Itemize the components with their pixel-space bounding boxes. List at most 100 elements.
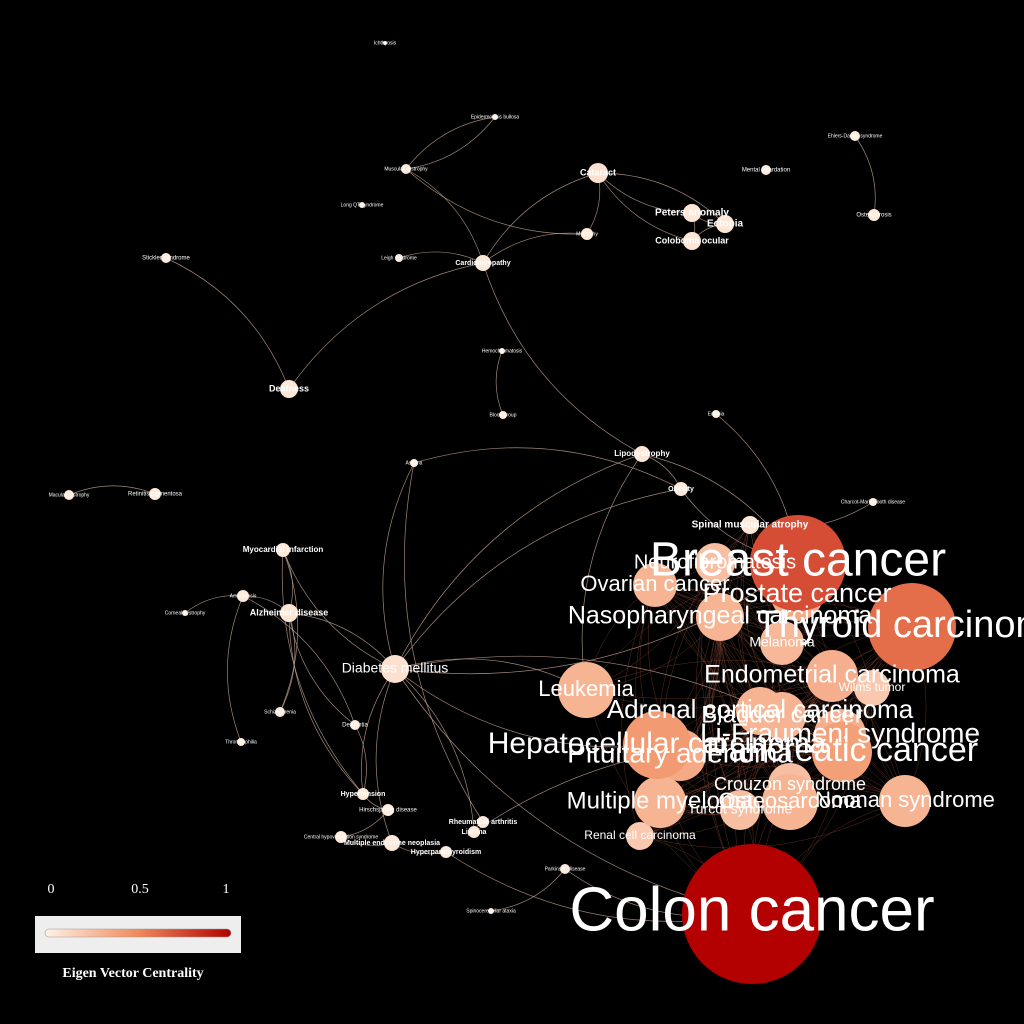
node-label-multiple-myeloma: Multiple myeloma	[567, 787, 754, 814]
node-ectopia[interactable]	[716, 215, 734, 233]
node-label-thyroid: Thyroid carcinoma	[756, 604, 1024, 646]
node-stickler[interactable]	[161, 253, 171, 263]
node-label-turcot: Turcot syndrome	[688, 801, 793, 817]
edge-asthma-obesity	[413, 447, 682, 490]
node-label-coloboma: Coloboma ocular	[655, 235, 729, 245]
edge-alzheimer-schizophrenia	[279, 612, 296, 713]
node-rheumatoid[interactable]	[477, 816, 489, 828]
node-osteoporosis[interactable]	[868, 209, 880, 221]
node-amyloidosis[interactable]	[237, 590, 249, 602]
node-long-qt[interactable]	[359, 202, 365, 208]
node-label-nasopharyngeal: Nasopharyngeal carcinoma	[568, 602, 872, 630]
node-lipodystrophy[interactable]	[634, 446, 650, 462]
node-ovarian-cancer[interactable]	[633, 563, 677, 607]
node-label-bladder: Bladder cancer	[701, 701, 862, 728]
node-deafness[interactable]	[280, 380, 298, 398]
node-label-mental-retardation: Mental retardation	[742, 168, 790, 174]
node-schizophrenia[interactable]	[275, 707, 285, 717]
node-myopathy[interactable]	[581, 228, 593, 240]
node-label-spinocerebellar: Spinocerebellar ataxia	[466, 908, 516, 914]
node-nasopharyngeal[interactable]	[696, 593, 744, 641]
node-label-stickler: Stickler syndrome	[142, 256, 190, 262]
node-asthma[interactable]	[410, 459, 418, 467]
node-parkinson[interactable]	[560, 864, 570, 874]
node-central-hypoventilation[interactable]	[335, 831, 347, 843]
node-leigh[interactable]	[395, 254, 403, 262]
labels-layer: Ichthyosis Epidermolysis bullosa Long QT s…	[49, 40, 1024, 944]
edge-diabetes-hepatocellular	[394, 668, 658, 748]
node-peters-anomaly[interactable]	[683, 204, 701, 222]
node-diabetes[interactable]	[381, 655, 409, 683]
node-bladder[interactable]	[758, 692, 806, 740]
edge-cataract-ectopia	[597, 172, 726, 225]
node-label-muscular-dystrophy: Muscular dystrophy	[384, 166, 428, 172]
node-hemochromatosis[interactable]	[499, 348, 505, 354]
node-neurofibromatosis[interactable]	[695, 543, 735, 583]
node-muscular-dystrophy[interactable]	[401, 164, 411, 174]
node-men[interactable]	[384, 835, 400, 851]
node-label-ehlers-danlos: Ehlers-Danlos syndrome	[828, 133, 883, 139]
node-dementia[interactable]	[350, 720, 360, 730]
node-hepatocellular[interactable]	[623, 711, 691, 779]
node-ehlers-danlos[interactable]	[850, 131, 860, 141]
node-myocardial[interactable]	[276, 543, 290, 557]
node-osteosarcoma[interactable]	[762, 774, 818, 830]
node-blood-group[interactable]	[499, 411, 507, 419]
node-colon-cancer[interactable]	[682, 844, 822, 984]
node-hyperparathyroidism[interactable]	[440, 846, 452, 858]
node-mental-retardation[interactable]	[761, 165, 771, 175]
node-macular[interactable]	[64, 490, 74, 500]
node-breast-cancer[interactable]	[750, 515, 846, 611]
edge-diabetes-breast-cancer	[394, 562, 799, 675]
node-noonan[interactable]	[879, 775, 931, 827]
node-turcot[interactable]	[720, 790, 760, 830]
node-label-schizophrenia: Schizophrenia	[264, 709, 296, 715]
node-ectopia2[interactable]	[712, 410, 720, 418]
node-cataract[interactable]	[588, 163, 608, 183]
node-label-diabetes: Diabetes mellitus	[342, 660, 449, 676]
node-charcot[interactable]	[869, 498, 877, 506]
node-spinocerebellar[interactable]	[488, 908, 494, 914]
node-lipoma[interactable]	[468, 826, 480, 838]
edge-nasopharyngeal-turcot	[709, 616, 741, 811]
node-label-melanoma: Melanoma	[749, 634, 815, 650]
node-spinal-muscular[interactable]	[741, 516, 759, 534]
node-label-retinitis: Retinitis pigmentosa	[128, 492, 183, 498]
node-wilms[interactable]	[854, 670, 890, 706]
node-label-corneal: Corneal dystrophy	[165, 610, 206, 616]
node-retinitis[interactable]	[149, 488, 161, 500]
node-ichthyosis[interactable]	[383, 41, 387, 45]
node-cardiomyopathy[interactable]	[475, 255, 491, 271]
node-label-osteosarcoma: Osteosarcoma	[718, 788, 862, 813]
edge-leigh-cardiomyopathy	[398, 251, 484, 264]
node-label-lipodystrophy: Lipodystrophy	[614, 449, 670, 458]
legend: 0 0.5 1 Eigen Vector Centrality	[35, 882, 241, 981]
node-label-endometrial: Endometrial carcinoma	[704, 661, 960, 689]
edge-noonan-renal-cell	[639, 800, 906, 849]
node-pancreatic[interactable]	[812, 722, 872, 782]
node-alzheimer[interactable]	[280, 604, 298, 622]
node-multiple-myeloma[interactable]	[634, 776, 686, 828]
node-renal-cell[interactable]	[626, 822, 654, 850]
node-thyroid[interactable]	[868, 583, 956, 671]
node-label-ichthyosis: Ichthyosis	[374, 40, 397, 46]
node-hirschsprung[interactable]	[382, 804, 394, 816]
edge-neurofibromatosis-turcot	[701, 562, 741, 811]
node-corneal[interactable]	[182, 610, 188, 616]
node-label-leigh: Leigh syndrome	[381, 255, 417, 261]
edge-cataract-coloboma	[597, 172, 693, 242]
node-obesity[interactable]	[674, 482, 688, 496]
node-endometrial[interactable]	[806, 650, 858, 702]
edge-hemochromatosis-blood-group	[495, 350, 504, 416]
node-coloboma[interactable]	[683, 232, 701, 250]
node-label-renal-cell: Renal cell carcinoma	[584, 828, 696, 842]
edge-asthma-rheumatoid	[403, 462, 484, 823]
edge-hirschsprung-central-hypoventilation	[340, 809, 389, 838]
node-melanoma[interactable]	[760, 621, 804, 665]
node-hypertension[interactable]	[357, 788, 369, 800]
node-epidermolysis[interactable]	[492, 114, 498, 120]
node-leukemia[interactable]	[558, 662, 614, 718]
node-thrombophilia[interactable]	[237, 738, 245, 746]
edge-diabetes-men	[375, 668, 396, 844]
node-label-men: Multiple endocrine neoplasia	[344, 840, 440, 847]
